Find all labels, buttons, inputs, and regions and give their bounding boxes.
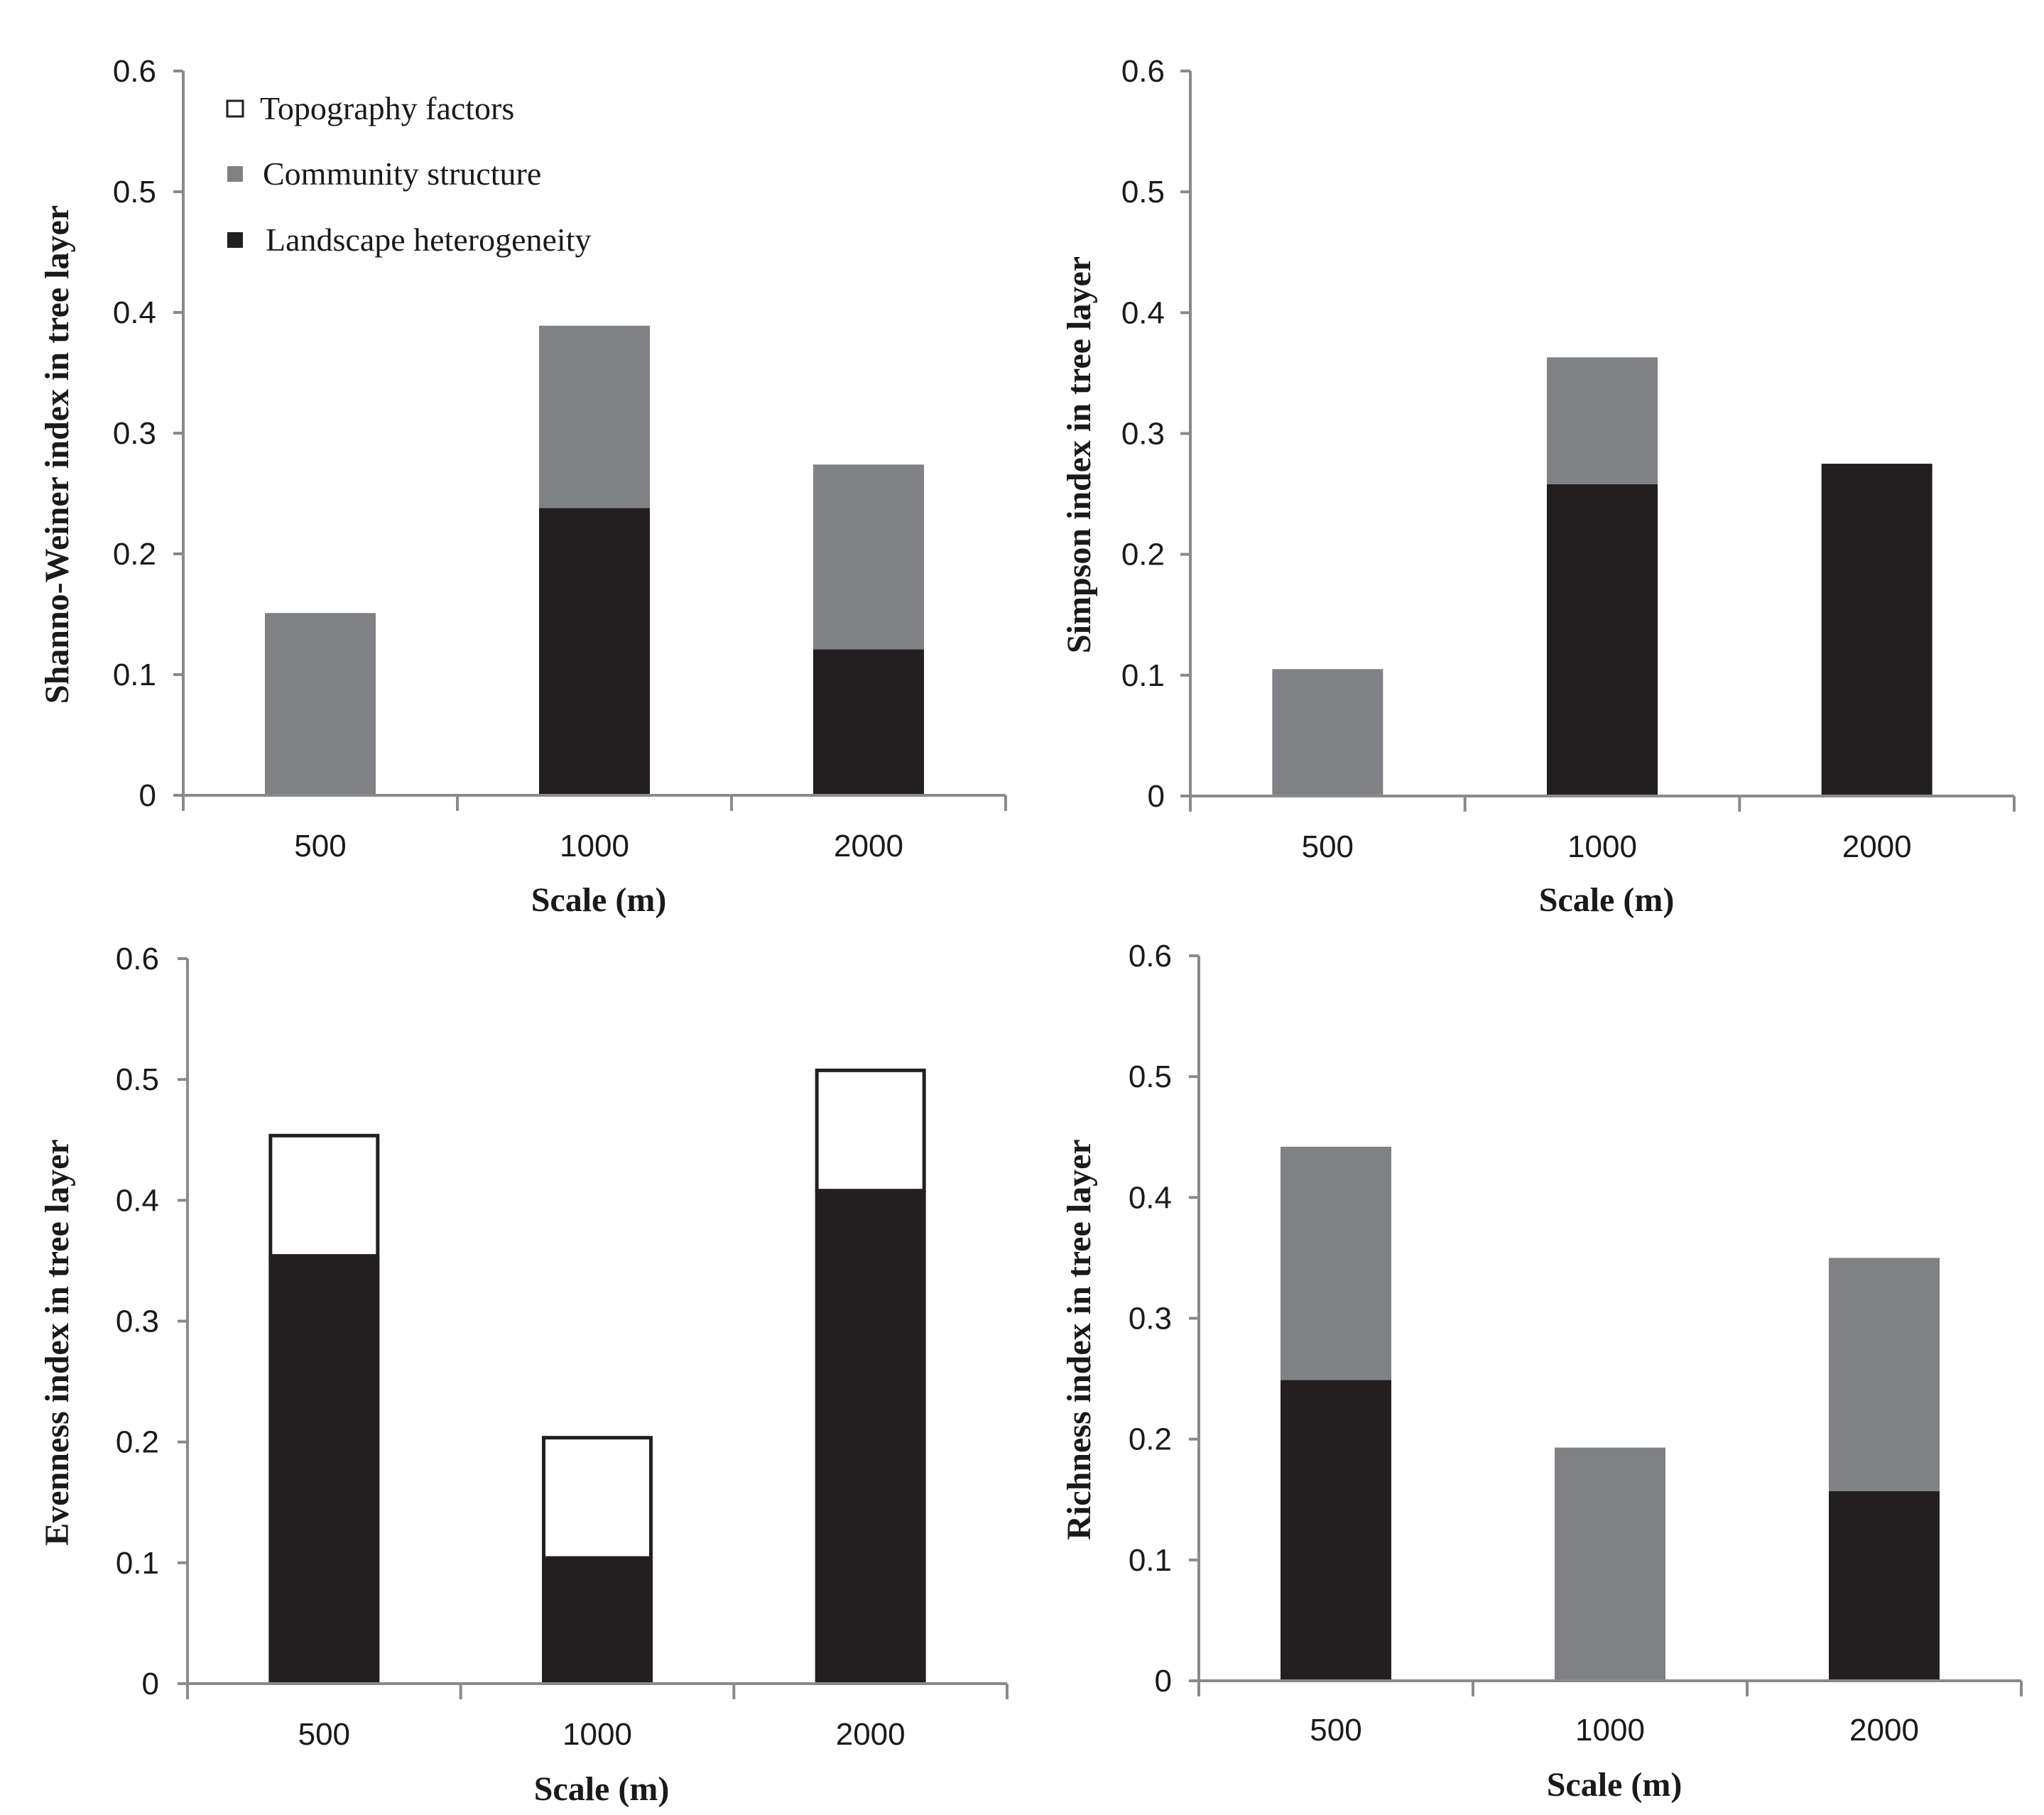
bar-community-1000 bbox=[539, 325, 650, 508]
x-tick-label-500: 500 bbox=[1302, 829, 1354, 864]
y-tick-label: 0 bbox=[1148, 779, 1165, 814]
bar-landscape-500 bbox=[1281, 1380, 1391, 1681]
x-tick-label-500: 500 bbox=[1310, 1713, 1361, 1748]
bar-community-2000 bbox=[1829, 1258, 1940, 1491]
x-axis-title: Scale (m) bbox=[531, 881, 667, 919]
bar-landscape-2000 bbox=[1829, 1490, 1940, 1681]
y-tick-label: 0.3 bbox=[116, 1304, 159, 1339]
y-tick-label: 0.3 bbox=[1129, 1302, 1172, 1336]
x-tick-label-1000: 1000 bbox=[560, 829, 629, 863]
y-tick-label: 0.5 bbox=[113, 175, 156, 209]
legend-label-topography: Topography factors bbox=[260, 90, 514, 126]
y-axis-title: Shanno-Weiner index in tree layer bbox=[38, 205, 76, 704]
bar-landscape-1000 bbox=[539, 508, 650, 795]
y-axis-title: Evenness index in tree layer bbox=[38, 1139, 76, 1545]
bar-community-1000 bbox=[1555, 1447, 1665, 1681]
chart-panel-1: 0 0.1 0.2 0.3 0.4 0.5 0.6 500 1000 2000 Scale (m) S… bbox=[38, 54, 1007, 919]
legend-label-landscape: Landscape heterogeneity bbox=[266, 222, 592, 258]
chart-panel-4: 0 0.1 0.2 0.3 0.4 0.5 0.6 500 1000 2000 Scale (m) R… bbox=[1060, 939, 2023, 1804]
y-tick-label: 0.6 bbox=[113, 54, 156, 89]
y-tick-label: 0.3 bbox=[1121, 417, 1165, 452]
legend-label-community: Community structure bbox=[263, 156, 541, 192]
x-tick-label-2000: 2000 bbox=[1842, 829, 1912, 864]
y-tick-label: 0.6 bbox=[116, 942, 159, 976]
y-tick-label: 0.4 bbox=[116, 1183, 159, 1218]
y-tick-label: 0.5 bbox=[116, 1062, 159, 1097]
y-tick-label: 0.1 bbox=[1121, 658, 1165, 693]
y-tick-label: 0.6 bbox=[1121, 54, 1165, 89]
y-tick-label: 0 bbox=[139, 778, 156, 813]
x-axis-title: Scale (m) bbox=[1539, 881, 1675, 919]
bar-topography-1000 bbox=[542, 1436, 653, 1560]
y-tick-label: 0.4 bbox=[1129, 1180, 1172, 1215]
legend-swatch-community bbox=[227, 166, 243, 182]
x-axis-title: Scale (m) bbox=[1547, 1766, 1683, 1804]
x-tick-label-1000: 1000 bbox=[562, 1717, 632, 1752]
bar-community-1000 bbox=[1547, 357, 1658, 484]
bar-topography-2000 bbox=[815, 1068, 926, 1193]
y-tick-label: 0.4 bbox=[113, 295, 156, 330]
chart-panel-3: 0 0.1 0.2 0.3 0.4 0.5 0.6 500 1000 2000 Scale (m) E… bbox=[38, 942, 1009, 1808]
bar-landscape-1000 bbox=[1547, 484, 1658, 796]
x-tick-label-1000: 1000 bbox=[1575, 1713, 1645, 1748]
legend-swatch-topography bbox=[226, 99, 244, 118]
y-tick-label: 0.2 bbox=[1129, 1422, 1172, 1457]
bar-community-500 bbox=[1272, 669, 1383, 796]
bar-topography-500 bbox=[268, 1133, 380, 1258]
bar-community-500 bbox=[265, 613, 376, 795]
y-tick-label: 0 bbox=[1155, 1664, 1172, 1699]
y-axis-title: Simpson index in tree layer bbox=[1060, 256, 1098, 653]
legend: Topography factors Community structure Lan… bbox=[226, 90, 592, 258]
bar-community-500 bbox=[1281, 1146, 1391, 1380]
y-tick-label: 0.2 bbox=[116, 1425, 159, 1460]
x-tick-label-2000: 2000 bbox=[1849, 1713, 1919, 1748]
chart-panel-2: 0 0.1 0.2 0.3 0.4 0.5 0.6 500 1000 2000 Scale (m) S… bbox=[1060, 54, 2016, 919]
bar-landscape-2000 bbox=[813, 649, 924, 795]
y-tick-label: 0.1 bbox=[113, 658, 156, 692]
bar-community-2000 bbox=[813, 464, 924, 650]
bar-landscape-1000 bbox=[542, 1558, 653, 1684]
y-tick-label: 0.4 bbox=[1121, 295, 1165, 330]
x-tick-label-1000: 1000 bbox=[1567, 829, 1637, 864]
x-tick-label-500: 500 bbox=[298, 1717, 350, 1752]
bar-landscape-2000 bbox=[815, 1190, 926, 1684]
bar-landscape-500 bbox=[268, 1255, 380, 1684]
y-tick-label: 0.5 bbox=[1129, 1059, 1172, 1094]
y-tick-label: 0.1 bbox=[116, 1546, 159, 1581]
y-tick-label: 0.2 bbox=[1121, 538, 1165, 572]
y-axis-title: Richness index in tree layer bbox=[1060, 1139, 1098, 1539]
x-tick-label-500: 500 bbox=[294, 829, 346, 863]
x-tick-label-2000: 2000 bbox=[836, 1717, 906, 1752]
y-tick-label: 0.1 bbox=[1129, 1543, 1172, 1578]
bar-landscape-2000 bbox=[1821, 464, 1932, 796]
y-tick-label: 0.6 bbox=[1129, 939, 1172, 974]
x-axis-title: Scale (m) bbox=[534, 1770, 670, 1808]
y-tick-label: 0.5 bbox=[1121, 175, 1165, 209]
legend-swatch-landscape bbox=[227, 232, 243, 248]
x-tick-label-2000: 2000 bbox=[834, 829, 903, 863]
y-tick-label: 0 bbox=[142, 1667, 159, 1701]
y-tick-label: 0.3 bbox=[113, 416, 156, 451]
y-tick-label: 0.2 bbox=[113, 537, 156, 572]
